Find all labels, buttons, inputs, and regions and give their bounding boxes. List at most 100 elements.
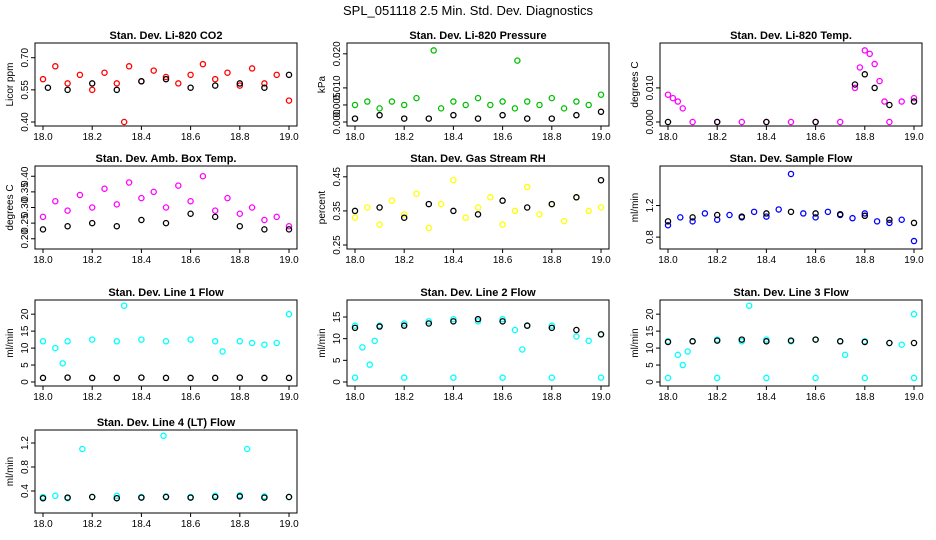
panel-title: Stan. Dev. Line 3 Flow: [733, 287, 849, 299]
y-tick-label: 0.4: [20, 484, 31, 498]
data-point: [138, 194, 145, 202]
data-point: [162, 204, 170, 211]
data-point: [39, 75, 47, 83]
data-point: [261, 374, 268, 382]
x-tick-label: 18.6: [181, 255, 201, 266]
data-point: [248, 65, 256, 72]
data-point: [523, 204, 531, 211]
data-point: [511, 326, 519, 334]
data-point: [861, 71, 869, 78]
data-point: [125, 179, 133, 186]
data-point: [701, 210, 709, 217]
data-point: [113, 222, 121, 230]
y-axis-label: ml/min: [630, 328, 641, 357]
plot-frame: [659, 299, 923, 387]
data-point: [44, 84, 52, 91]
data-point: [39, 494, 47, 502]
data-point: [211, 207, 219, 214]
data-point: [836, 118, 844, 126]
x-tick-label: 18.8: [855, 392, 875, 403]
data-point: [162, 219, 170, 227]
data-point: [450, 207, 457, 215]
series-main: [39, 302, 293, 367]
data-point: [376, 221, 383, 228]
y-axis-label: kPa: [317, 75, 328, 93]
data-point: [351, 207, 359, 215]
y-tick-label: 0.20: [20, 229, 31, 249]
series-reference: [39, 493, 293, 502]
data-point: [376, 204, 383, 211]
y-tick-label: 0.35: [20, 182, 31, 202]
data-point: [474, 115, 482, 122]
y-tick-label: 0.010: [645, 75, 656, 100]
data-point: [187, 210, 194, 217]
data-point: [425, 115, 433, 122]
data-point: [871, 60, 878, 68]
data-point: [175, 80, 182, 87]
data-point: [775, 206, 782, 213]
x-tick-label: 19.0: [904, 255, 924, 266]
x-tick-label: 18.6: [806, 132, 826, 143]
x-tick-label: 18.4: [444, 392, 464, 403]
data-point: [812, 336, 819, 343]
data-point: [88, 80, 96, 87]
data-point: [351, 324, 359, 332]
data-point: [824, 208, 832, 216]
x-tick-label: 18.0: [658, 255, 678, 266]
data-point: [437, 105, 445, 112]
panel-title: Stan. Dev. Li-820 Temp.: [730, 30, 852, 42]
data-point: [669, 94, 677, 102]
panel-7: Stan. Dev. Line 1 Flow 18.0 18.2 18.4 18.6 18…: [5, 287, 299, 403]
series-reference: [664, 208, 918, 227]
y-tick-label: 0: [645, 379, 656, 385]
data-point: [261, 226, 268, 233]
data-point: [236, 493, 244, 500]
data-point: [841, 351, 849, 359]
x-tick-label: 18.6: [181, 392, 201, 403]
x-tick-label: 18.6: [493, 255, 513, 266]
data-point: [679, 105, 687, 112]
data-point: [211, 75, 219, 83]
data-point: [548, 115, 556, 122]
data-point: [910, 219, 918, 227]
x-tick-label: 18.8: [855, 132, 875, 143]
data-point: [763, 210, 770, 217]
data-point: [285, 71, 293, 79]
y-tick-label: 0.000: [332, 109, 343, 134]
data-point: [88, 86, 96, 94]
data-point: [726, 211, 733, 219]
data-point: [261, 80, 268, 87]
x-tick-label: 19.0: [279, 392, 299, 403]
data-point: [787, 118, 795, 126]
data-point: [812, 118, 819, 126]
y-tick-label: 10: [645, 342, 656, 354]
data-point: [689, 118, 696, 126]
plot-frame: [34, 299, 298, 387]
data-point: [519, 346, 526, 353]
panel-5: Stan. Dev. Gas Stream RH 18.0 18.2 18.4 18.6…: [317, 153, 611, 266]
panels-container: Stan. Dev. Li-820 CO2 18.0 18.2 18.4 18.6 18.…: [5, 30, 924, 530]
x-tick-label: 18.4: [132, 519, 152, 530]
panel-title: Stan. Dev. Line 1 Flow: [108, 287, 224, 299]
data-point: [548, 374, 556, 381]
data-point: [511, 207, 519, 215]
x-tick-label: 18.8: [230, 392, 250, 403]
x-tick-label: 18.6: [493, 132, 513, 143]
data-point: [713, 374, 721, 382]
data-point: [499, 374, 506, 381]
x-tick-label: 18.2: [707, 255, 727, 266]
data-point: [175, 182, 182, 189]
x-tick-label: 18.0: [33, 132, 53, 143]
x-tick-label: 18.6: [181, 132, 201, 143]
data-point: [836, 210, 844, 218]
series-baseline: [664, 374, 918, 382]
data-point: [236, 80, 244, 87]
data-point: [462, 214, 469, 221]
data-point: [787, 170, 795, 178]
data-point: [64, 374, 71, 381]
data-point: [52, 344, 59, 352]
panel-title: Stan. Dev. Line 2 Flow: [420, 287, 536, 299]
data-point: [236, 82, 244, 89]
panel-2: Stan. Dev. Li-820 Pressure 18.0 18.2 18.4 18…: [317, 30, 611, 143]
